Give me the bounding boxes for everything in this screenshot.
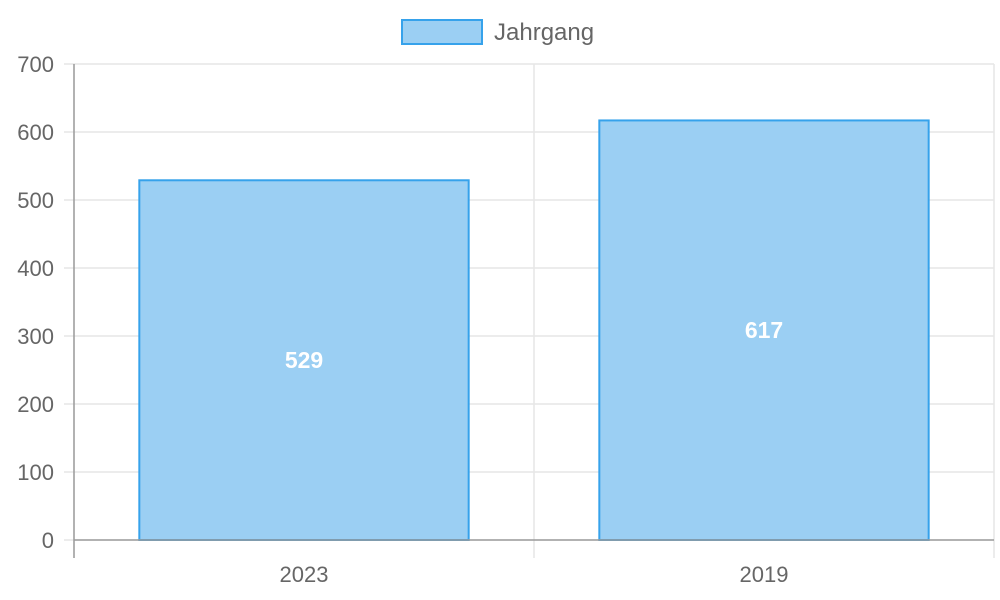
bar-2023[interactable]: [138, 179, 470, 541]
y-tick-label: 700: [17, 52, 54, 77]
bar-2019[interactable]: [598, 119, 930, 541]
legend-swatch[interactable]: [401, 19, 483, 45]
y-tick-label: 500: [17, 188, 54, 213]
y-tick-label: 100: [17, 460, 54, 485]
y-tick-label: 0: [42, 528, 54, 553]
legend-label[interactable]: Jahrgang: [494, 19, 594, 46]
legend[interactable]: Jahrgang: [401, 19, 594, 46]
data-labels: 529 617: [285, 317, 783, 373]
y-tick-label: 600: [17, 120, 54, 145]
x-tick-label: 2023: [280, 562, 329, 587]
tick-labels: 0 100 200 300 400 500 600 700 2023 2019: [17, 52, 788, 587]
data-label-2023: 529: [285, 347, 323, 373]
data-label-2019: 617: [745, 317, 783, 343]
axes: [73, 64, 994, 558]
y-tick-label: 400: [17, 256, 54, 281]
bars: [138, 119, 930, 541]
y-tick-label: 200: [17, 392, 54, 417]
x-tick-label: 2019: [740, 562, 789, 587]
y-tick-label: 300: [17, 324, 54, 349]
